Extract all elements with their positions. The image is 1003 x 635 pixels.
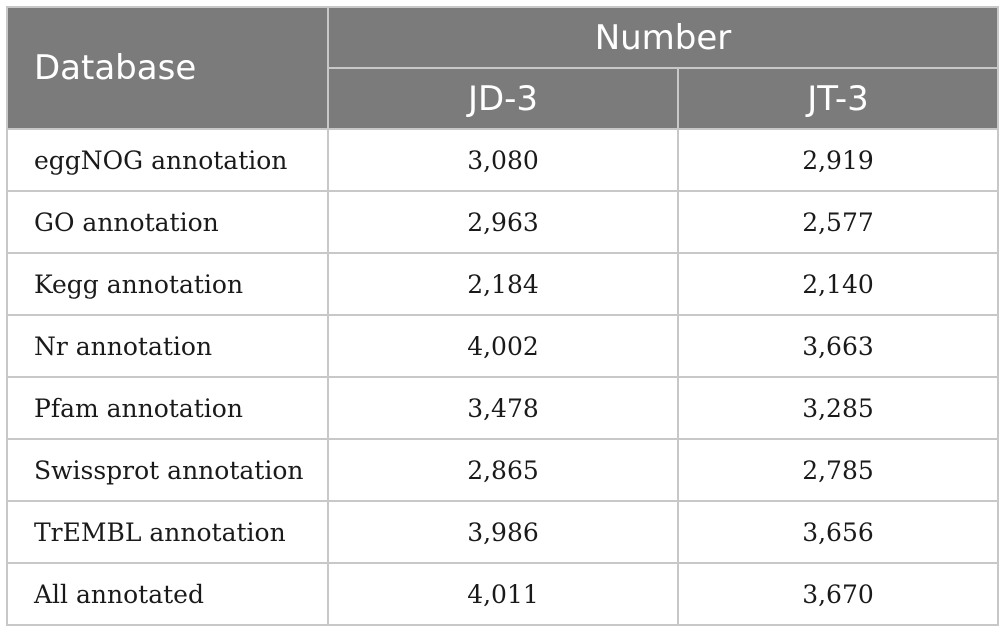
row-database-name: TrEMBL annotation: [6, 500, 329, 564]
annotation-table: Database Number JD-3 JT-3 eggNOG annotat…: [6, 6, 999, 626]
row-jt3-value: 2,577: [677, 190, 999, 254]
row-database-name: GO annotation: [6, 190, 329, 254]
row-jd3-value: 3,986: [327, 500, 679, 564]
row-database-name: Nr annotation: [6, 314, 329, 378]
row-jd3-value: 3,080: [327, 128, 679, 192]
row-jt3-value: 3,670: [677, 562, 999, 626]
row-database-name: Kegg annotation: [6, 252, 329, 316]
row-jt3-value: 2,140: [677, 252, 999, 316]
header-number: Number: [327, 6, 999, 69]
row-jt3-value: 3,285: [677, 376, 999, 440]
table-row: TrEMBL annotation 3,986 3,656: [6, 500, 999, 564]
row-jd3-value: 2,963: [327, 190, 679, 254]
table-row: All annotated 4,011 3,670: [6, 562, 999, 626]
table-body: eggNOG annotation 3,080 2,919 GO annotat…: [6, 128, 999, 626]
header-jd3: JD-3: [327, 67, 679, 130]
header-database: Database: [6, 6, 329, 130]
table-header: Database Number JD-3 JT-3: [6, 6, 999, 130]
row-database-name: Swissprot annotation: [6, 438, 329, 502]
table-row: Nr annotation 4,002 3,663: [6, 314, 999, 378]
header-row-sub: JD-3 JT-3: [7, 67, 999, 130]
table-row: Pfam annotation 3,478 3,285: [6, 376, 999, 440]
header-jt3: JT-3: [677, 67, 999, 130]
table-row: Swissprot annotation 2,865 2,785: [6, 438, 999, 502]
row-jd3-value: 4,011: [327, 562, 679, 626]
row-jd3-value: 2,184: [327, 252, 679, 316]
row-jt3-value: 3,663: [677, 314, 999, 378]
row-jt3-value: 3,656: [677, 500, 999, 564]
row-jt3-value: 2,919: [677, 128, 999, 192]
header-row-top: Database Number: [6, 6, 999, 130]
row-database-name: All annotated: [6, 562, 329, 626]
row-jd3-value: 4,002: [327, 314, 679, 378]
table-row: Kegg annotation 2,184 2,140: [6, 252, 999, 316]
table-row: GO annotation 2,963 2,577: [6, 190, 999, 254]
row-jd3-value: 3,478: [327, 376, 679, 440]
row-jd3-value: 2,865: [327, 438, 679, 502]
row-jt3-value: 2,785: [677, 438, 999, 502]
annotation-table-container: Database Number JD-3 JT-3 eggNOG annotat…: [6, 6, 999, 626]
row-database-name: eggNOG annotation: [6, 128, 329, 192]
table-row: eggNOG annotation 3,080 2,919: [6, 128, 999, 192]
row-database-name: Pfam annotation: [6, 376, 329, 440]
